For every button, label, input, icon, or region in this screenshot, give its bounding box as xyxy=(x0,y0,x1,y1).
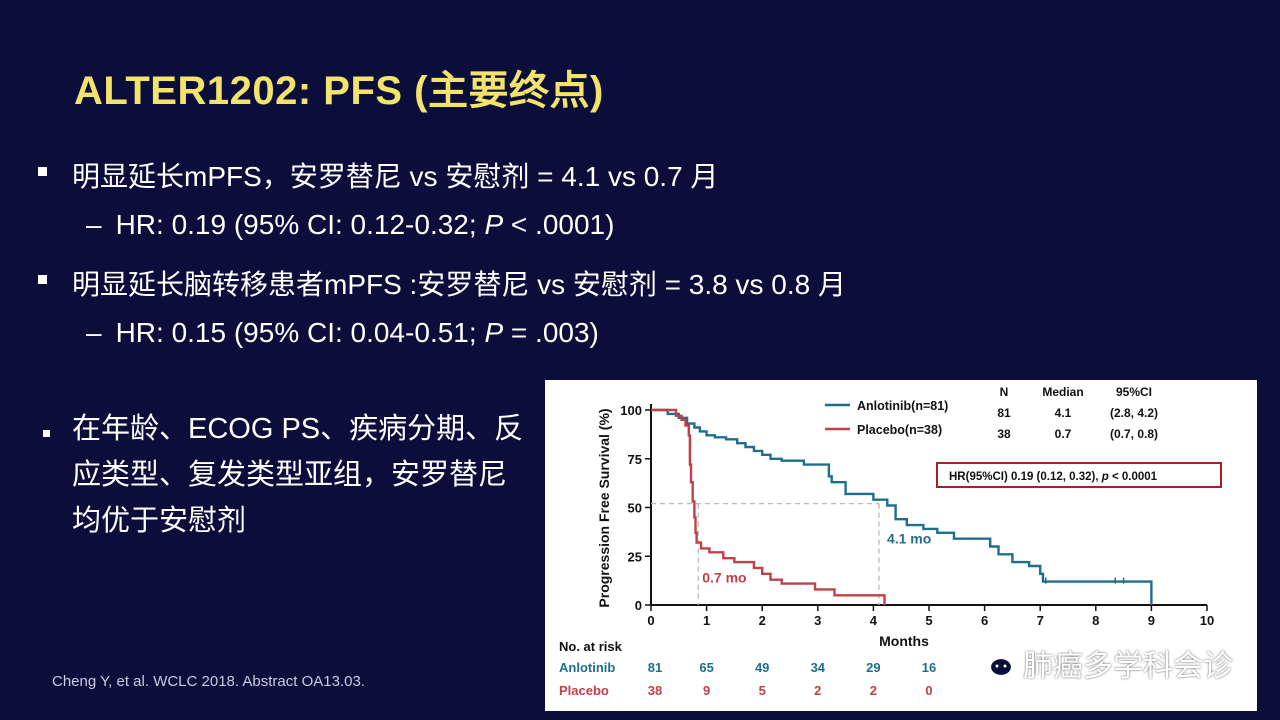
slide-title: ALTER1202: PFS (主要终点) xyxy=(74,69,604,113)
x-tick-label: 1 xyxy=(703,613,710,628)
hr-text: HR(95%CI) 0.19 (0.12, 0.32), p < 0.0001 xyxy=(949,471,1158,483)
risk-value-placebo: 38 xyxy=(648,683,662,698)
risk-value-placebo: 2 xyxy=(814,683,821,698)
citation: Cheng Y, et al. WCLC 2018. Abstract OA13… xyxy=(52,673,365,690)
y-tick-label: 100 xyxy=(620,403,642,418)
hr-text-post: < 0.0001 xyxy=(1109,471,1158,483)
bullet-marker xyxy=(38,275,47,284)
hr1-post: < .0001) xyxy=(503,209,615,240)
risk-value-placebo: 2 xyxy=(870,683,877,698)
x-tick-label: 4 xyxy=(870,613,878,628)
risk-value-placebo: 9 xyxy=(703,683,710,698)
hr-text-p: p xyxy=(1101,471,1109,483)
km-curve-anlotinib xyxy=(651,408,1153,605)
bullet-2: 明显延长脑转移患者mPFS :安罗替尼 vs 安慰剂 = 3.8 vs 0.8 … xyxy=(72,269,846,300)
hr2-post: = .003) xyxy=(503,317,599,348)
summary-cell: 0.7 xyxy=(1055,427,1072,441)
x-axis-title: Months xyxy=(879,633,929,649)
y-tick-label: 50 xyxy=(628,501,642,516)
y-tick-label: 0 xyxy=(635,598,642,613)
km-chart-panel: 0 25 50 75 100 0 1 2 3 4 5 6 7 8 9 10 Months Progression … xyxy=(545,380,1257,711)
legend-label-anlotinib: Anlotinib(n=81) xyxy=(857,399,948,413)
bullet-1-hr: – HR: 0.19 (95% CI: 0.12-0.32; P < .0001) xyxy=(86,209,615,240)
summary-cell: 81 xyxy=(997,406,1011,420)
x-tick-label: 10 xyxy=(1200,613,1214,628)
risk-value-placebo: 5 xyxy=(759,683,766,698)
bullet-1: 明显延长mPFS，安罗替尼 vs 安慰剂 = 4.1 vs 0.7 月 xyxy=(72,161,719,192)
risk-row-label-anlotinib: Anlotinib xyxy=(559,660,615,675)
summary-cell: (2.8, 4.2) xyxy=(1110,406,1158,420)
median-label-placebo: 0.7 mo xyxy=(702,570,746,586)
summary-cell: 4.1 xyxy=(1055,406,1072,420)
hr2-pre: HR: 0.15 (95% CI: 0.04-0.51; xyxy=(115,317,485,348)
hr2-p: P xyxy=(484,317,504,348)
risk-row-label-placebo: Placebo xyxy=(559,683,609,698)
bullet-marker xyxy=(43,430,50,437)
risk-value-anlotinib: 65 xyxy=(699,660,713,675)
x-tick-label: 2 xyxy=(759,613,766,628)
hr-box xyxy=(936,462,1222,488)
summary-cell: 38 xyxy=(997,427,1011,441)
risk-value-anlotinib: 49 xyxy=(755,660,769,675)
summary-header: 95%CI xyxy=(1116,385,1152,399)
risk-value-anlotinib: 16 xyxy=(922,660,936,675)
x-tick-label: 5 xyxy=(925,613,932,628)
x-tick-label: 7 xyxy=(1037,613,1044,628)
x-tick-label: 6 xyxy=(981,613,988,628)
x-tick-label: 9 xyxy=(1148,613,1155,628)
summary-cell: (0.7, 0.8) xyxy=(1110,427,1158,441)
legend-label-placebo: Placebo(n=38) xyxy=(857,423,942,437)
risk-table-title: No. at risk xyxy=(559,639,623,654)
watermark: 肺癌多学科会诊 xyxy=(975,641,1233,685)
bullet-marker xyxy=(38,167,47,176)
summary-header: Median xyxy=(1042,385,1083,399)
y-axis-title: Progression Free Survival (%) xyxy=(596,408,612,607)
risk-value-anlotinib: 29 xyxy=(866,660,880,675)
y-tick-label: 75 xyxy=(628,452,642,467)
summary-header: N xyxy=(1000,385,1009,399)
x-tick-label: 3 xyxy=(814,613,821,628)
wechat-icon xyxy=(975,647,1014,678)
bullet-2-hr: – HR: 0.15 (95% CI: 0.04-0.51; P = .003) xyxy=(86,317,599,348)
subgroup-text: 在年龄、ECOG PS、疾病分期、反应类型、复发类型亚组，安罗替尼均优于安慰剂 xyxy=(72,413,524,537)
median-label-anlotinib: 4.1 mo xyxy=(887,531,931,547)
km-curve-placebo xyxy=(651,408,886,605)
risk-value-placebo: 0 xyxy=(925,683,932,698)
risk-value-anlotinib: 34 xyxy=(811,660,826,675)
hr1-pre: HR: 0.19 (95% CI: 0.12-0.32; xyxy=(115,209,485,240)
hr1-p: P xyxy=(484,209,504,240)
watermark-text: 肺癌多学科会诊 xyxy=(1023,650,1233,683)
x-tick-label: 8 xyxy=(1092,613,1099,628)
risk-value-anlotinib: 81 xyxy=(648,660,662,675)
x-tick-label: 0 xyxy=(647,613,654,628)
hr-text-pre: HR(95%CI) 0.19 (0.12, 0.32), xyxy=(949,471,1102,483)
y-tick-label: 25 xyxy=(628,549,642,564)
